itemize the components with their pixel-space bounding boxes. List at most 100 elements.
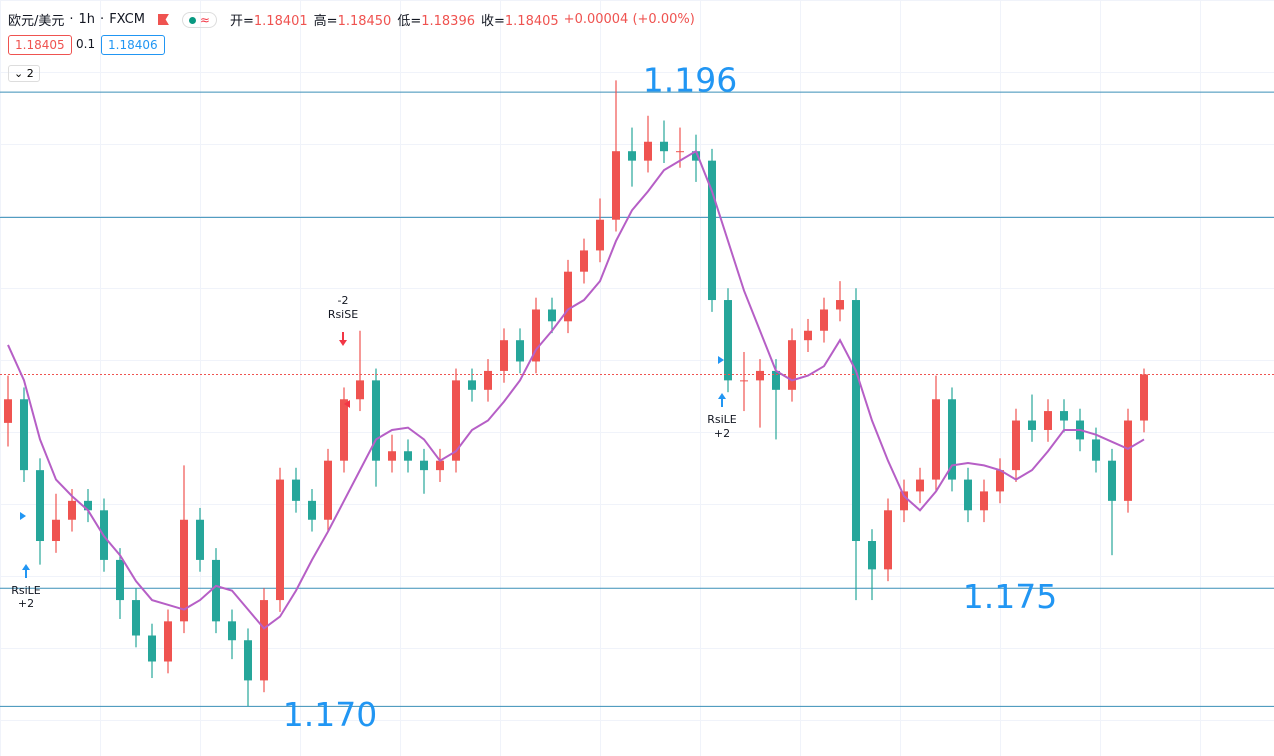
symbol: 欧元/美元 [8,14,65,29]
candle [756,359,764,428]
candle-body [756,370,764,381]
candle-body [980,491,988,511]
ohlc-value: 1.18405 [504,14,559,29]
candle [964,467,972,523]
candle-body [740,380,748,382]
candle-body [708,160,716,301]
candle-body [356,380,364,400]
indicators-toggle[interactable]: ⌄ 2 [8,65,40,82]
candle-body [308,500,316,520]
candle [868,529,876,601]
candle-body [372,380,380,461]
candle [548,297,556,334]
candle [244,628,252,707]
flag-icon[interactable] [157,14,169,25]
candle [468,368,476,402]
bid-button[interactable]: 1.18405 [8,35,72,55]
marker [718,356,724,364]
candle-body [212,559,220,622]
ask-button[interactable]: 1.18406 [101,35,165,55]
candle [516,328,524,374]
candle [132,588,140,648]
candle [228,609,236,660]
candle-body [228,621,236,641]
candle-body [884,510,892,570]
candle-body [84,500,92,511]
arrow-down [339,332,347,346]
candle-body [36,470,44,542]
moving-average [7,149,1145,630]
candle [532,297,540,374]
candle [788,328,796,402]
candle-body [1108,460,1116,501]
candle [852,288,860,601]
candle [1124,408,1132,513]
candle [1044,399,1052,442]
candle-body [964,479,972,511]
spread: 0.1 [76,37,96,51]
candle-body [676,151,684,153]
level-label: 1.170 [283,695,377,734]
arrow-up [718,393,726,407]
candle-body [148,635,156,662]
candle [900,479,908,523]
candle [148,623,156,679]
candle-body [612,151,620,220]
candle [292,467,300,513]
candle [772,359,780,440]
candle-body [164,621,172,662]
candle [324,448,332,532]
candle [980,479,988,523]
ohlc: 开=1.18401 高=1.18450 低=1.18396 收=1.18405 [230,10,559,29]
candle-body [724,300,732,381]
candle [708,148,716,312]
candle-body [180,519,188,622]
candle-body [1124,420,1132,501]
candle [1060,399,1068,433]
candle [564,259,572,334]
candle [932,375,940,492]
candle-body [420,460,428,471]
candle-body [660,141,668,152]
candle [484,359,492,402]
candle-body [116,559,124,601]
candle [196,507,204,572]
signal-name: RsiLE [707,413,737,426]
separator: · [69,12,74,27]
candle [916,467,924,504]
candle-body [596,219,604,251]
candle-body [1028,420,1036,430]
candle-body [1044,411,1052,430]
candle [580,238,588,284]
candle [180,465,188,634]
candle [948,387,956,492]
ohlc-label: 开= [229,14,254,29]
candle [804,318,812,353]
candle-body [644,141,652,161]
change: +0.00004 (+0.00%) [563,12,695,27]
candle-body [804,330,812,341]
candle [436,448,444,482]
candle-body [900,491,908,511]
candle-body [436,460,444,471]
status-pill[interactable]: ≈ [181,11,217,28]
candle [116,548,124,619]
candle [356,330,364,412]
interval: 1h [78,12,96,27]
candle [996,458,1004,504]
ohlc-item: 低=1.18396 [397,10,475,29]
candle-body [52,519,60,542]
candle-body [132,600,140,636]
candle-body [260,600,268,681]
signal-name: RsiSE [328,308,358,321]
ohlc-value: 1.18396 [421,14,475,29]
ohlc-label: 收= [481,14,505,29]
candle-body [500,340,508,371]
candle [404,439,412,473]
candle-body [1092,439,1100,461]
candle-body [580,250,588,272]
separator: · [100,12,105,27]
candle [820,297,828,343]
